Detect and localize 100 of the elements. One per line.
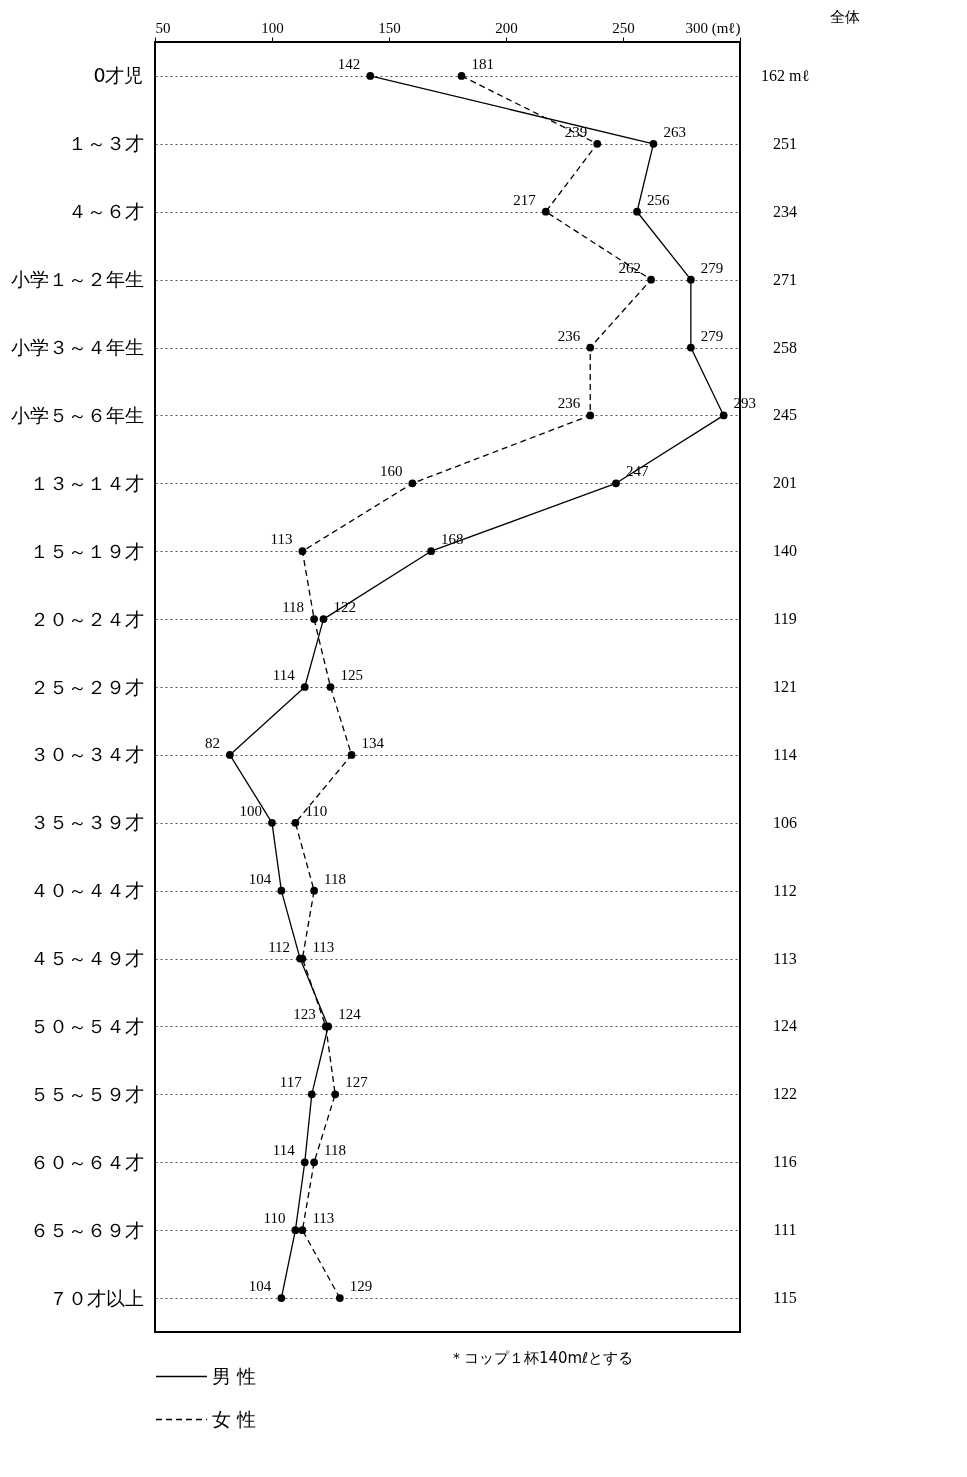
data-label: 113 [270,531,293,548]
y-tick-label: ７０才以上 [48,1286,144,1309]
y-tick-label: ４～６才 [67,200,144,223]
point [347,751,356,759]
y-tick-label: 小学５～６年生 [10,403,144,426]
point [612,479,620,488]
y-tick-label: ４０～４４才 [29,879,144,902]
y-tick-label: ４５～４９才 [29,947,144,970]
text: 119 [773,610,797,628]
y-tick-label: ２５～２９才 [29,675,144,698]
y-tick-label: ５５～５９才 [29,1082,144,1105]
point [593,139,602,148]
point [335,1294,344,1302]
data-label: 217 [513,191,537,208]
point [300,683,309,691]
data-label: 134 [361,734,385,751]
y-tick-label: 小学３～４年生 [10,336,144,359]
text: 122 [773,1085,797,1103]
data-label: 100 [239,802,262,819]
text: 113 [773,949,797,967]
y-tick-label: ５０～５４才 [29,1014,144,1037]
data-label: 118 [324,870,347,887]
data-label: 104 [248,870,272,887]
x-tick-label: 50 [155,19,171,36]
data-label: 113 [312,938,335,955]
point [686,343,695,352]
data-label: 125 [340,667,363,683]
data-label: 279 [700,327,724,344]
data-label: 129 [349,1278,373,1295]
text: 115 [773,1289,797,1307]
data-label: 114 [272,667,296,683]
y-tick-label: ２０～２４才 [29,607,144,630]
text: ＊コップ１杯140mℓとする [448,1349,634,1367]
x-tick-label: 150 [378,19,401,36]
legend-label: 女 性 [212,1407,257,1430]
point [457,72,466,80]
text: 124 [773,1017,797,1035]
data-label: 279 [700,259,724,276]
data-label: 262 [618,259,642,276]
text: 114 [773,745,797,763]
point [541,207,550,216]
data-label: 113 [312,1210,335,1227]
y-tick-label: １５～１９才 [29,539,144,562]
text: 112 [773,881,797,899]
y-tick-label: ３０～３４才 [29,743,144,766]
data-label: 123 [293,1006,316,1023]
point [307,1090,316,1099]
point [291,1226,300,1235]
data-label: 118 [282,599,305,616]
data-label: 110 [305,802,328,819]
point [586,411,595,420]
y-tick-label: 小学１～２年生 [10,268,144,291]
data-label: 160 [379,463,403,480]
point [277,1294,286,1302]
text: 251 [773,134,797,152]
y-tick-label: １～３才 [67,132,144,155]
point [298,547,307,556]
point [427,547,435,556]
x-tick-label: 200 [495,19,518,36]
point [647,275,655,284]
point [300,1158,309,1167]
text: 全体 [830,8,860,26]
point [268,818,276,827]
point [366,72,375,80]
point [298,1226,307,1235]
x-tick-label: 250 [612,19,635,36]
text: 162 mℓ [760,66,810,84]
text: 258 [773,338,797,356]
y-tick-label: １３～１４才 [29,471,144,494]
text: 140 [773,542,797,560]
point [408,479,417,488]
text: 111 [773,1221,797,1239]
data-label: 112 [268,938,291,955]
data-label: 236 [557,395,581,412]
y-tick-label: ６５～６９才 [29,1218,144,1241]
point [319,615,328,623]
point [310,886,318,895]
x-tick-label: 300 (mℓ) [685,19,741,37]
point [586,343,595,352]
data-label: 104 [248,1278,272,1295]
data-label: 82 [204,734,220,751]
point [719,411,728,420]
data-label: 256 [647,191,671,208]
y-tick-label: ６０～６４才 [29,1150,144,1173]
data-label: 110 [263,1210,286,1227]
data-label: 118 [324,1142,347,1159]
point [310,615,318,623]
text: 121 [773,678,797,695]
point [326,683,335,691]
data-label: 127 [345,1074,369,1091]
y-tick-label: ３５～３９才 [29,811,144,834]
point [291,818,300,827]
data-label: 117 [279,1074,303,1091]
text: 106 [773,813,797,831]
point [310,1158,318,1167]
point [686,275,695,284]
point [649,139,658,148]
data-label: 114 [272,1142,296,1159]
point [331,1090,340,1099]
data-label: 263 [663,123,686,140]
